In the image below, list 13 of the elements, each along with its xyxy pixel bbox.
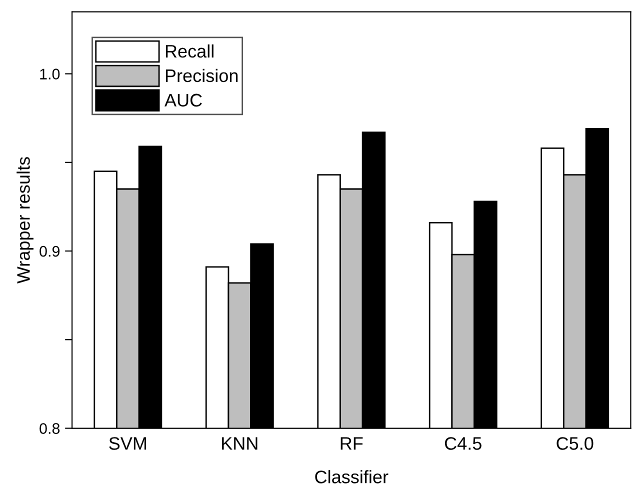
x-tick-label: C4.5 (444, 437, 482, 450)
legend-label: AUC (164, 94, 202, 107)
legend-label: Precision (166, 68, 238, 82)
y-tick-label: 0.9 (40, 246, 60, 257)
y-axis-title: Wrapper results (16, 157, 34, 284)
y-tick-label: 1.0 (40, 68, 60, 80)
y-tick-label: 0.8 (40, 423, 60, 434)
x-tick-label: RF (340, 437, 363, 450)
x-tick-label: C5.0 (556, 437, 594, 450)
x-axis-title: Classifier (315, 470, 388, 484)
x-tick-label: SVM (109, 437, 146, 450)
x-tick-label: KNN (222, 437, 258, 450)
legend-label: Recall (166, 44, 214, 58)
